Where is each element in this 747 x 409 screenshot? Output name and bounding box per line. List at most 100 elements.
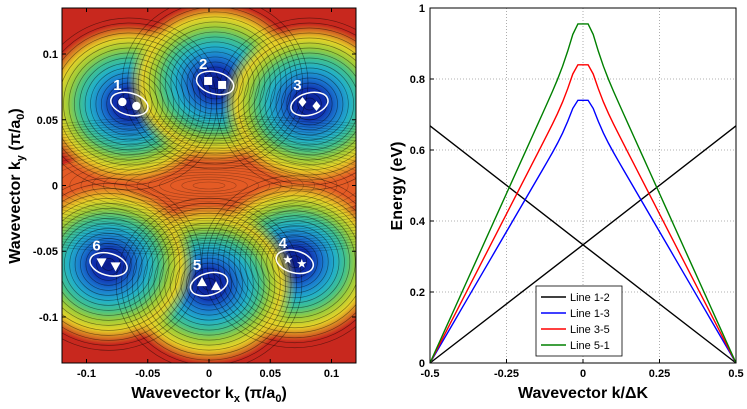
contour-ring bbox=[158, 237, 260, 331]
x-tick-label: 0 bbox=[580, 368, 586, 380]
y-tick-label: 0 bbox=[52, 181, 58, 193]
series-line bbox=[429, 99, 737, 364]
y-tick-label: 0.2 bbox=[410, 287, 425, 299]
saddle-contour bbox=[136, 169, 282, 202]
contour-ring bbox=[248, 47, 356, 161]
saddle-contour bbox=[147, 171, 271, 200]
diamond-marker bbox=[312, 100, 321, 111]
x-tick-label: 0.25 bbox=[649, 368, 670, 380]
square-marker bbox=[218, 80, 227, 89]
circle-marker bbox=[118, 97, 127, 107]
contour-ring bbox=[228, 200, 356, 324]
valley-label: 3 bbox=[293, 77, 301, 94]
x-tick-label: -0.5 bbox=[421, 368, 440, 380]
valley-ellipse bbox=[195, 70, 235, 96]
saddle-contour bbox=[62, 125, 356, 246]
contour-ring bbox=[239, 210, 351, 314]
valley-4: 4 bbox=[275, 235, 315, 275]
left-x-axis-label: Wavevector kx (π/a0) bbox=[131, 385, 287, 405]
contour-ring bbox=[127, 8, 303, 165]
contour-ring bbox=[74, 233, 143, 296]
x-tick-label: -0.1 bbox=[77, 368, 96, 380]
contour-ring bbox=[100, 77, 158, 131]
valley-label: 1 bbox=[113, 77, 121, 94]
saddle-contour bbox=[103, 162, 315, 209]
triangle-marker bbox=[211, 281, 221, 291]
contour-ring bbox=[175, 252, 243, 316]
y-tick-label: 0.8 bbox=[410, 74, 425, 86]
valley-ellipse bbox=[290, 91, 329, 117]
square-marker bbox=[204, 76, 213, 85]
x-tick-label: 0 bbox=[206, 368, 212, 380]
contour-ring bbox=[62, 37, 201, 171]
contour-ring bbox=[143, 16, 287, 150]
contour-ring bbox=[62, 183, 197, 346]
contour-ring bbox=[217, 190, 356, 334]
valley-ellipse bbox=[275, 249, 315, 275]
valley-label: 6 bbox=[92, 237, 100, 254]
contour-ring bbox=[148, 21, 282, 145]
contour-ring bbox=[185, 262, 233, 306]
saddle-contour bbox=[69, 154, 349, 217]
contour-rings bbox=[62, 8, 356, 363]
legend-label: Line 1-3 bbox=[570, 308, 610, 320]
contour-ring bbox=[170, 41, 260, 125]
right-x-axis-label: Wavevector k/ΔK bbox=[518, 385, 649, 402]
valley-ellipse bbox=[189, 271, 229, 297]
legend-label: Line 5-1 bbox=[570, 340, 610, 352]
contour-ring bbox=[142, 222, 276, 346]
contour-ring bbox=[90, 67, 169, 141]
contour-ring bbox=[95, 72, 164, 136]
contour-ring bbox=[180, 257, 238, 311]
contour-ring bbox=[201, 175, 356, 349]
contour-ring bbox=[138, 11, 293, 155]
circle-marker bbox=[132, 101, 141, 111]
contour-ring bbox=[131, 212, 287, 356]
contour-field bbox=[62, 8, 356, 363]
triangle-marker bbox=[197, 277, 207, 287]
contour-ring bbox=[221, 22, 356, 186]
contour-ring bbox=[153, 232, 265, 336]
valley-label: 5 bbox=[193, 257, 201, 274]
valley-label: 2 bbox=[199, 56, 207, 73]
contour-ring bbox=[227, 27, 356, 181]
saddle-contour bbox=[62, 132, 356, 239]
contour-ring bbox=[62, 178, 202, 351]
x-tick-label: -0.05 bbox=[135, 368, 160, 380]
contour-ring bbox=[232, 32, 356, 176]
contour-ring bbox=[121, 202, 297, 363]
saddle-contour bbox=[62, 122, 356, 249]
contour-ring bbox=[243, 42, 356, 166]
contour-ring bbox=[159, 31, 271, 135]
valley-ellipse bbox=[89, 251, 128, 277]
contour-ring bbox=[63, 223, 154, 306]
contour-ring bbox=[62, 22, 218, 186]
valley-ellipse bbox=[110, 91, 149, 117]
contour-ring bbox=[132, 8, 298, 160]
left-ticks: -0.1 -0.05 0 0.05 0.1 0.1 0.05 0 -0.05 -0.1 bbox=[33, 8, 356, 380]
x-tick-label: -0.25 bbox=[494, 368, 519, 380]
saddle-contour bbox=[114, 164, 304, 207]
contour-ring bbox=[121, 8, 309, 170]
series-line bbox=[429, 23, 737, 364]
contour-ring bbox=[73, 52, 185, 156]
right-ticks: -0.5 -0.25 0 0.25 0.5 0 0.2 0.4 0.6 0.8 1 bbox=[410, 3, 744, 380]
contour-ring bbox=[286, 82, 333, 126]
saddle-contour bbox=[62, 140, 356, 231]
series-line bbox=[429, 125, 737, 364]
contour-ring bbox=[259, 57, 356, 151]
valley-2: 2 bbox=[195, 56, 235, 96]
contour-ring bbox=[80, 238, 137, 291]
contour-ring bbox=[137, 217, 281, 351]
contour-ring bbox=[192, 61, 239, 105]
saddle-contour bbox=[62, 149, 356, 222]
triangle-marker bbox=[96, 258, 107, 268]
contour-ring bbox=[270, 67, 349, 141]
saddle-contour bbox=[62, 137, 356, 234]
contour-ring bbox=[216, 17, 356, 191]
valley-blob-3 bbox=[221, 24, 356, 184]
saddle-contour bbox=[62, 120, 356, 251]
contour-ring bbox=[148, 227, 270, 341]
triangle-marker bbox=[110, 262, 121, 272]
